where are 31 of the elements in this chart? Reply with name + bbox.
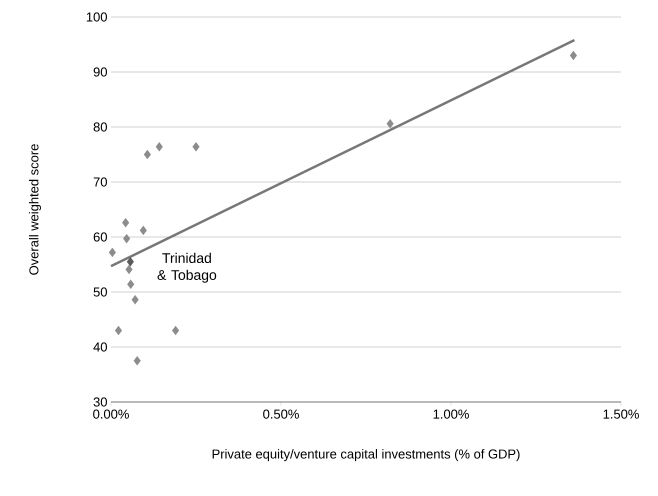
x-axis-title: Private equity/venture capital investments (% of GDP) bbox=[212, 449, 520, 462]
x-tick-label: 0.00% bbox=[93, 410, 129, 419]
y-axis-title: Overall weighted score bbox=[28, 144, 42, 275]
point bbox=[192, 142, 200, 152]
point bbox=[132, 295, 139, 304]
point bbox=[114, 326, 122, 336]
point bbox=[570, 50, 577, 60]
x-tick-label: 0.50% bbox=[263, 410, 299, 419]
y-tick-label: 60 bbox=[94, 232, 107, 242]
point bbox=[172, 326, 180, 336]
point bbox=[123, 234, 130, 244]
point bbox=[126, 257, 134, 266]
point bbox=[125, 264, 133, 274]
point bbox=[156, 142, 163, 152]
y-tick-label: 30 bbox=[94, 397, 107, 407]
x-tick-label: 1.50% bbox=[604, 410, 639, 419]
y-tick-label: 80 bbox=[94, 122, 107, 132]
x-tick-label: 1.00% bbox=[434, 410, 469, 419]
point bbox=[134, 356, 141, 366]
point bbox=[108, 248, 116, 258]
annotation: Trinidad & Tobago bbox=[158, 252, 216, 283]
point bbox=[140, 226, 147, 236]
y-tick-label: 70 bbox=[94, 177, 107, 187]
point bbox=[144, 150, 151, 160]
point bbox=[127, 280, 134, 289]
point bbox=[122, 218, 130, 228]
y-tick-label: 40 bbox=[93, 342, 107, 352]
y-tick-label: 100 bbox=[86, 12, 107, 22]
y-tick-label: 50 bbox=[94, 287, 107, 297]
point bbox=[386, 119, 394, 128]
y-tick-label: 90 bbox=[94, 67, 107, 77]
